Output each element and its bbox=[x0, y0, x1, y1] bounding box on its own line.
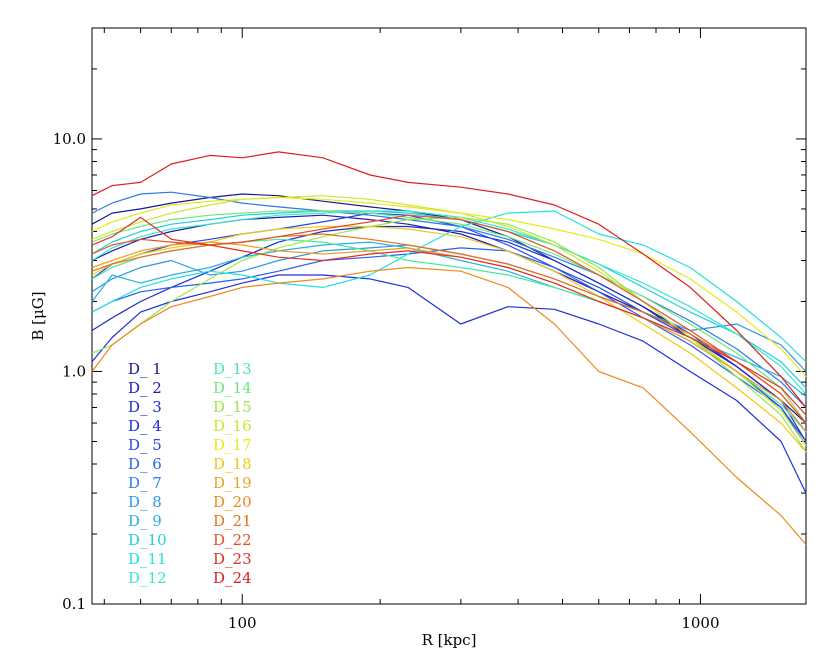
series-line bbox=[91, 225, 807, 453]
legend-entry: D_ 5 bbox=[128, 436, 162, 454]
legend-entry: D_20 bbox=[213, 493, 252, 511]
legend-entry: D_ 9 bbox=[128, 512, 162, 530]
series-line bbox=[91, 210, 807, 363]
y-tick-label: 1.0 bbox=[62, 362, 86, 380]
y-tick-label: 10.0 bbox=[53, 130, 86, 148]
series-line bbox=[91, 212, 807, 442]
series-line bbox=[91, 241, 807, 398]
legend-entry: D_ 1 bbox=[128, 360, 162, 378]
legend-entry: D_11 bbox=[128, 550, 167, 568]
legend: D_ 1D_ 2D_ 3D_ 4D_ 5D_ 6D_ 7D_ 8D_ 9D_10… bbox=[128, 360, 252, 587]
series-line bbox=[91, 210, 807, 389]
series-line bbox=[91, 210, 807, 424]
legend-entry: D_22 bbox=[213, 531, 252, 549]
series-line bbox=[91, 241, 807, 433]
series-line bbox=[91, 216, 807, 453]
legend-entry: D_12 bbox=[128, 569, 167, 587]
legend-entry: D_15 bbox=[213, 398, 252, 416]
plot-area-frame bbox=[91, 27, 807, 605]
series-line bbox=[91, 214, 807, 424]
legend-entry: D_21 bbox=[213, 512, 252, 530]
series-line bbox=[91, 225, 807, 442]
legend-entry: D_ 8 bbox=[128, 493, 162, 511]
legend-entry: D_13 bbox=[213, 360, 252, 378]
series-line bbox=[91, 266, 807, 545]
tick-labels: 100 1000 0.1 1.0 10.0 bbox=[53, 130, 720, 632]
legend-entry: D_ 2 bbox=[128, 379, 162, 397]
x-tick-label: 1000 bbox=[681, 614, 719, 632]
legend-entry: D_ 6 bbox=[128, 455, 162, 473]
series-line bbox=[91, 233, 807, 424]
legend-entry: D_ 7 bbox=[128, 474, 162, 492]
y-axis-title: B [μG] bbox=[29, 291, 47, 340]
legend-entry: D_14 bbox=[213, 379, 252, 397]
legend-entry: D_17 bbox=[213, 436, 252, 454]
legend-entry: D_10 bbox=[128, 531, 167, 549]
series-line bbox=[91, 274, 807, 494]
series-line bbox=[91, 238, 807, 433]
legend-entry: D_ 4 bbox=[128, 417, 162, 435]
series-line bbox=[91, 196, 807, 378]
x-axis-title: R [kpc] bbox=[422, 631, 477, 649]
series-line bbox=[91, 216, 807, 416]
legend-entry: D_16 bbox=[213, 417, 252, 435]
series-line bbox=[91, 214, 807, 433]
series-lines bbox=[91, 151, 807, 545]
series-line bbox=[91, 151, 807, 408]
legend-entry: D_24 bbox=[213, 569, 252, 587]
legend-entry: D_18 bbox=[213, 455, 252, 473]
y-tick-label: 0.1 bbox=[62, 595, 86, 613]
series-line bbox=[91, 210, 807, 395]
series-line bbox=[91, 193, 807, 424]
x-tick-label: 100 bbox=[228, 614, 257, 632]
legend-entry: D_ 3 bbox=[128, 398, 162, 416]
legend-entry: D_19 bbox=[213, 474, 252, 492]
axis-ticks bbox=[92, 27, 806, 605]
legend-entry: D_23 bbox=[213, 550, 252, 568]
series-line bbox=[91, 244, 807, 372]
